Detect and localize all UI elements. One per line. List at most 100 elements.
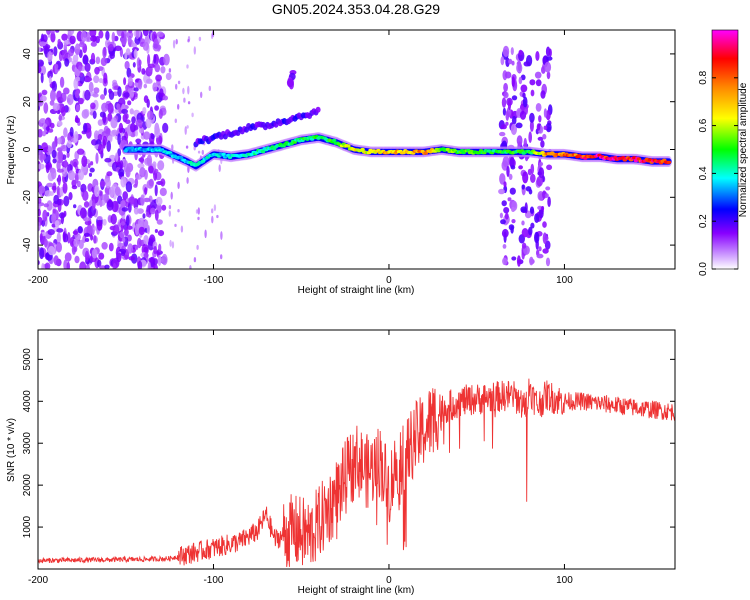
noise-speckle [108, 88, 112, 94]
noise-speckle [172, 39, 176, 49]
burst-speckle [540, 140, 545, 148]
noise-speckle [97, 259, 102, 268]
burst-speckle [516, 135, 523, 146]
burst-speckle [503, 82, 508, 92]
noise-speckle [60, 145, 66, 150]
noise-speckle [38, 197, 42, 204]
noise-speckle [116, 103, 121, 110]
burst-speckle [536, 253, 544, 259]
noise-speckle [216, 214, 219, 219]
noise-speckle [38, 221, 41, 232]
noise-speckle [56, 109, 61, 115]
noise-speckle [100, 94, 105, 100]
burst-speckle [511, 115, 517, 125]
noise-speckle [153, 54, 157, 64]
noise-speckle [158, 109, 163, 119]
noise-speckle [81, 155, 88, 168]
noise-speckle [84, 220, 92, 226]
noise-speckle [99, 66, 104, 71]
noise-speckle [92, 93, 99, 98]
noise-speckle [126, 234, 132, 242]
burst-speckle [536, 123, 541, 131]
noise-speckle [146, 224, 150, 235]
spectrogram-x-label: Height of straight line (km) [298, 285, 415, 296]
burst-speckle [499, 173, 506, 185]
noise-speckle [142, 30, 149, 37]
noise-speckle [89, 211, 93, 219]
noise-speckle [110, 213, 117, 225]
burst-speckle [534, 71, 542, 79]
noise-speckle [122, 237, 126, 243]
colorbar-ticks: 0.0 0.2 0.4 0.6 0.8 [698, 70, 738, 276]
noise-speckle [150, 199, 158, 211]
burst-speckle [544, 61, 552, 73]
noise-speckle [52, 158, 57, 164]
noise-speckle [71, 244, 76, 255]
noise-speckle [47, 51, 53, 63]
colorbar-tick-label: 0.2 [698, 214, 709, 228]
burst-speckle [538, 246, 542, 252]
burst-speckle [520, 84, 528, 93]
noise-speckle [142, 41, 149, 51]
snr-plot-area [38, 378, 675, 567]
y-tick-label: 5000 [22, 348, 33, 371]
noise-speckle [69, 126, 74, 137]
noise-speckle [129, 90, 135, 98]
noise-speckle [154, 184, 158, 197]
noise-speckle [86, 31, 90, 42]
noise-speckle [90, 102, 96, 110]
spectrogram-y-axis: -40 -20 0 20 40 [22, 48, 675, 252]
burst-speckle [528, 131, 532, 143]
noise-speckle [155, 74, 163, 82]
noise-speckle [54, 220, 60, 228]
noise-speckle [77, 148, 85, 155]
noise-speckle [114, 186, 121, 196]
noise-speckle [185, 145, 189, 149]
noise-speckle [174, 118, 177, 124]
noise-speckle [38, 163, 45, 170]
noise-speckle [112, 263, 117, 269]
noise-speckle [80, 183, 87, 193]
noise-speckle [88, 172, 93, 177]
noise-speckle [148, 178, 154, 187]
noise-speckle [47, 229, 55, 236]
noise-speckle [175, 38, 178, 45]
branch-blob [222, 133, 228, 140]
burst-speckle [502, 107, 506, 116]
spectrogram-x-axis: -200 -100 0 100 [28, 30, 573, 286]
noise-speckle [56, 168, 64, 173]
burst-speckle [518, 49, 523, 56]
noise-speckle [47, 245, 55, 256]
noise-speckle [131, 116, 136, 124]
noise-speckle [137, 260, 143, 269]
noise-speckle [123, 92, 130, 98]
noise-speckle [154, 125, 161, 138]
snr-panel: -200 -100 0 100 1000 2000 3000 4000 5000 Height… [6, 329, 676, 596]
noise-speckle [97, 143, 104, 155]
noise-speckle [169, 239, 172, 247]
burst-speckle [504, 212, 509, 220]
noise-speckle [168, 205, 172, 210]
burst-speckle [538, 115, 542, 123]
noise-speckle [103, 87, 107, 96]
burst-speckle [543, 108, 548, 118]
noise-speckle [67, 30, 75, 36]
noise-speckle [87, 162, 91, 169]
noise-speckle [177, 103, 180, 110]
noise-speckle [96, 216, 103, 221]
noise-speckle [77, 226, 83, 234]
burst-speckle [548, 48, 552, 57]
noise-speckle [84, 250, 89, 262]
burst-speckle [509, 156, 515, 169]
x-tick-label: 0 [386, 575, 392, 586]
noise-speckle [90, 161, 94, 166]
burst-speckle [498, 188, 505, 195]
noise-speckle [101, 242, 108, 250]
noise-speckle [129, 108, 134, 115]
noise-speckle [117, 86, 122, 98]
noise-speckle [128, 256, 136, 261]
noise-speckle [189, 265, 192, 269]
y-tick-label: 4000 [22, 390, 33, 413]
noise-speckle [102, 135, 108, 146]
noise-speckle [41, 131, 47, 137]
